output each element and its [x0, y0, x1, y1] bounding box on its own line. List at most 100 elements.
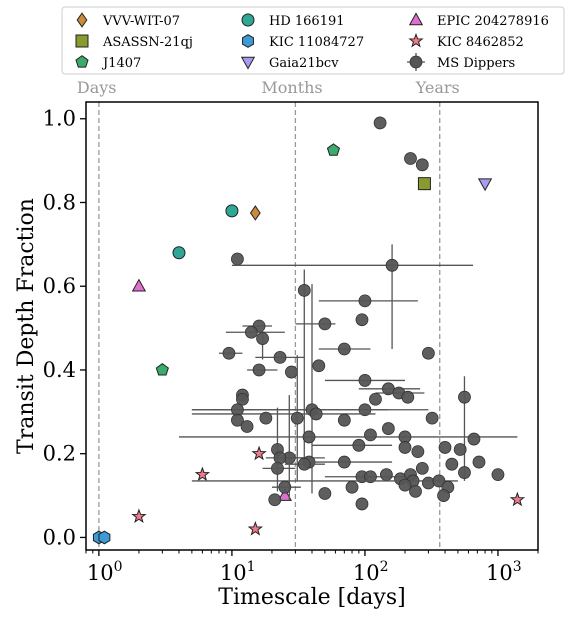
legend-label: J1407 [101, 56, 141, 71]
axes: Days Months Years 0.0 0.2 0.4 0.6 0.8 1.0 100 101 1… [14, 78, 539, 610]
data-point-ms-dipper [401, 390, 415, 404]
data-point-ms-dipper [364, 428, 377, 442]
data-point-ms-dipper [467, 432, 481, 446]
data-point-ms-dipper [422, 346, 435, 360]
data-point-kic-11084727 [98, 530, 111, 545]
data-point-ms-dipper [358, 374, 372, 387]
data-point-ms-dipper [271, 461, 284, 475]
data-point-j1407 [155, 363, 169, 376]
data-point-ms-dipper [236, 392, 249, 406]
data-point-ms-dipper [268, 493, 282, 507]
data-point-ms-dipper [278, 480, 292, 494]
y-tick-label: 0.2 [43, 442, 76, 466]
legend-marker-j1407 [75, 55, 89, 68]
data-point-j1407 [326, 143, 341, 156]
legend-marker-kic-8462852 [408, 32, 424, 48]
data-point-ms-dipper [458, 390, 471, 404]
data-point-ms-dipper [256, 332, 269, 345]
data-point-epic-204278916 [131, 278, 147, 292]
legend-marker-gaia21bcv [240, 56, 256, 70]
legend-label: KIC 8462852 [437, 35, 524, 50]
data-point-ms-dipper [240, 420, 254, 433]
data-point-ms-dipper [438, 441, 452, 454]
legend-marker-epic-204278916 [408, 12, 424, 26]
data-point-gaia21bcv [477, 178, 493, 192]
data-point-ms-dipper [318, 487, 332, 500]
data-point-ms-dipper [337, 413, 351, 427]
legend-label: Gaia21bcv [269, 56, 339, 71]
data-point-ms-dipper [458, 466, 471, 479]
data-point-ms-dipper [244, 325, 258, 339]
data-point-ms-dipper [302, 430, 316, 444]
data-point-ms-dipper [252, 363, 266, 377]
legend-marker-asassn-21qj [75, 34, 89, 48]
data-point-ms-dipper [290, 411, 304, 425]
legend-label: ASASSN-21qj [102, 35, 193, 50]
data-point-ms-dipper [345, 480, 359, 494]
data-point-ms-dipper [411, 445, 425, 459]
x-tick-label: 102 [353, 559, 389, 585]
data-point-ms-dipper [222, 346, 236, 360]
reference-line-label-2: Years [415, 78, 460, 97]
y-tick-label: 1.0 [43, 107, 76, 131]
data-point-kic-8462852 [509, 491, 526, 507]
legend-label: EPIC 204278916 [437, 14, 549, 29]
legend-marker-ms-dippers [409, 55, 423, 69]
data-point-ms-dipper [437, 489, 450, 502]
x-tick-label: 101 [220, 559, 256, 585]
y-axis-label: Transit Depth Fraction [14, 198, 39, 454]
data-point-ms-dipper [404, 152, 417, 165]
data-point-ms-dipper [453, 443, 467, 456]
data-point-ms-dipper [273, 451, 287, 465]
data-point-ms-dipper [297, 284, 311, 297]
data-point-kic-8462852 [131, 508, 147, 524]
data-point-epic-204278916 [277, 487, 292, 501]
legend-marker-kic-11084727 [242, 34, 254, 48]
data-point-ms-dipper [373, 116, 387, 130]
data-point-ms-dipper [385, 258, 399, 272]
legend-label: KIC 11084727 [269, 35, 364, 50]
legend-label: MS Dippers [437, 56, 515, 71]
y-tick-label: 0.8 [43, 190, 76, 214]
data-point-ms-dipper [422, 476, 435, 490]
data-point-ms-dipper [472, 455, 486, 469]
data-point-ms-dipper [380, 468, 393, 482]
data-point-kic-8462852 [251, 445, 267, 461]
data-point-ms-dipper [355, 313, 369, 327]
data-point-ms-dipper [231, 252, 244, 266]
data-point-hd-166191 [225, 204, 239, 218]
data-point-ms-dipper [231, 413, 244, 427]
data-point-ms-dipper [409, 484, 422, 498]
data-point-ms-dipper [364, 470, 377, 484]
reference-line-label-1: Months [261, 78, 322, 97]
data-point-ms-dipper [312, 359, 326, 373]
data-point-ms-dipper [284, 365, 298, 379]
x-axis-label: Timescale [days] [218, 585, 405, 610]
data-point-kic-8462852 [247, 520, 264, 536]
reference-line-label-0: Days [77, 78, 117, 97]
data-point-ms-dipper [432, 474, 446, 488]
y-tick-label: 0.4 [43, 358, 76, 382]
data-point-ms-dipper [297, 457, 311, 471]
x-tick-label: 103 [486, 559, 522, 585]
legend-marker-hd-166191 [241, 13, 255, 27]
data-point-ms-dipper [352, 438, 366, 452]
data-point-ms-dipper [398, 441, 412, 454]
data-point-vvv-wit-07 [249, 205, 261, 221]
data-point-ms-dipper [445, 457, 459, 471]
y-tick-label: 0.6 [43, 274, 76, 298]
data-point-ms-dipper [425, 411, 439, 425]
data-point-ms-dipper [309, 407, 323, 421]
legend-label: HD 166191 [269, 14, 345, 29]
data-point-ms-dipper [369, 392, 382, 406]
plot-area [92, 102, 526, 550]
data-point-ms-dipper [381, 422, 395, 435]
data-point-ms-dipper [398, 478, 412, 492]
data-point-ms-dipper [259, 411, 273, 425]
data-point-ms-dipper [415, 461, 429, 475]
legend-marker-vvv-wit-07 [76, 12, 88, 28]
data-point-ms-dipper [358, 294, 372, 308]
data-point-asassn-21qj [417, 177, 431, 191]
data-point-ms-dipper [355, 497, 369, 511]
